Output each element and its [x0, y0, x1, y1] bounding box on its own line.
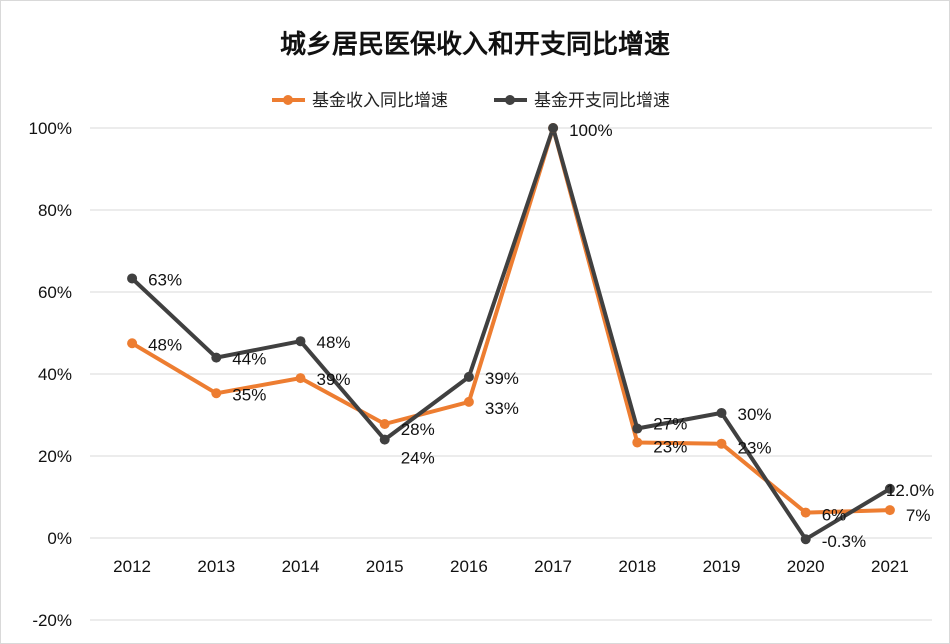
watermark: 村夫日记LatitudeHealth [627, 592, 892, 617]
data-point [463, 396, 474, 407]
wechat-icon [627, 595, 658, 617]
x-tick-label: 2012 [113, 557, 151, 576]
data-label: 35% [232, 385, 266, 404]
data-label: 63% [148, 270, 182, 289]
legend-item-expense: 基金开支同比增速 [494, 91, 670, 111]
legend-item-income: 基金收入同比增速 [272, 91, 448, 111]
series-line-1 [130, 126, 891, 542]
x-tick-label: 2019 [703, 557, 741, 576]
data-label: 24% [401, 449, 435, 468]
legend-label-expense: 基金开支同比增速 [534, 91, 670, 111]
x-axis-labels: 2012 2013 2014 2015 2016 2017 2018 2019 2020 2021 [113, 557, 909, 576]
data-point [884, 483, 895, 494]
data-point [548, 123, 559, 133]
data-label: 27% [653, 415, 687, 434]
data-label: 12.0% [886, 481, 934, 500]
data-point [295, 336, 306, 347]
data-label: 33% [485, 399, 519, 418]
data-label: 44% [232, 350, 266, 369]
y-tick-label: 100% [29, 119, 72, 138]
data-label: 48% [317, 333, 351, 352]
y-tick-label: -20% [32, 611, 72, 630]
data-label: 100% [569, 121, 612, 140]
y-tick-label: 80% [38, 201, 72, 220]
data-point [127, 273, 138, 284]
data-point [127, 338, 138, 349]
data-label: -0.3% [822, 532, 866, 551]
y-axis-labels: 100% 80% 60% 40% 20% 0% -20% [29, 119, 72, 630]
data-point [295, 373, 306, 384]
y-tick-label: 20% [38, 447, 72, 466]
x-tick-label: 2016 [450, 557, 488, 576]
series-lines [130, 126, 891, 542]
data-label: 39% [485, 369, 519, 388]
data-point [800, 534, 811, 545]
x-tick-label: 2017 [534, 557, 572, 576]
data-point [800, 507, 811, 518]
legend-marker-income [283, 95, 293, 105]
chart-title: 城乡居民医保收入和开支同比增速 [280, 29, 670, 60]
series-points [127, 123, 895, 545]
watermark-text: 村夫日记LatitudeHealth [664, 592, 892, 616]
data-point [716, 438, 727, 449]
gridlines [90, 127, 932, 621]
data-point [716, 407, 727, 418]
legend-label-income: 基金收入同比增速 [312, 91, 448, 111]
x-tick-label: 2018 [618, 557, 656, 576]
x-tick-label: 2020 [787, 557, 825, 576]
y-tick-label: 60% [38, 283, 72, 302]
x-tick-label: 2015 [366, 557, 404, 576]
data-label: 39% [317, 370, 351, 389]
data-labels: 48% 35% 39% 28% 33% 23% 23% 6% 7% 63% 44% 48% 24% 39%… [148, 121, 934, 551]
x-tick-label: 2021 [871, 557, 909, 576]
data-label: 6% [822, 506, 847, 525]
data-label: 48% [148, 335, 182, 354]
data-label: 30% [738, 405, 772, 424]
x-tick-label: 2013 [197, 557, 235, 576]
y-tick-label: 40% [38, 365, 72, 384]
data-point [379, 434, 390, 445]
data-point [211, 388, 222, 399]
legend: 基金收入同比增速 基金开支同比增速 [272, 91, 670, 111]
data-point [632, 437, 643, 448]
legend-marker-expense [505, 95, 515, 105]
data-label: 23% [653, 437, 687, 456]
data-label: 23% [738, 439, 772, 458]
data-label: 28% [401, 420, 435, 439]
data-point [884, 505, 895, 516]
data-point [632, 423, 643, 434]
data-point [463, 371, 474, 382]
data-point [211, 352, 222, 363]
data-label: 7% [906, 506, 931, 525]
x-tick-label: 2014 [282, 557, 320, 576]
data-point [379, 419, 390, 430]
y-tick-label: 0% [47, 529, 72, 548]
